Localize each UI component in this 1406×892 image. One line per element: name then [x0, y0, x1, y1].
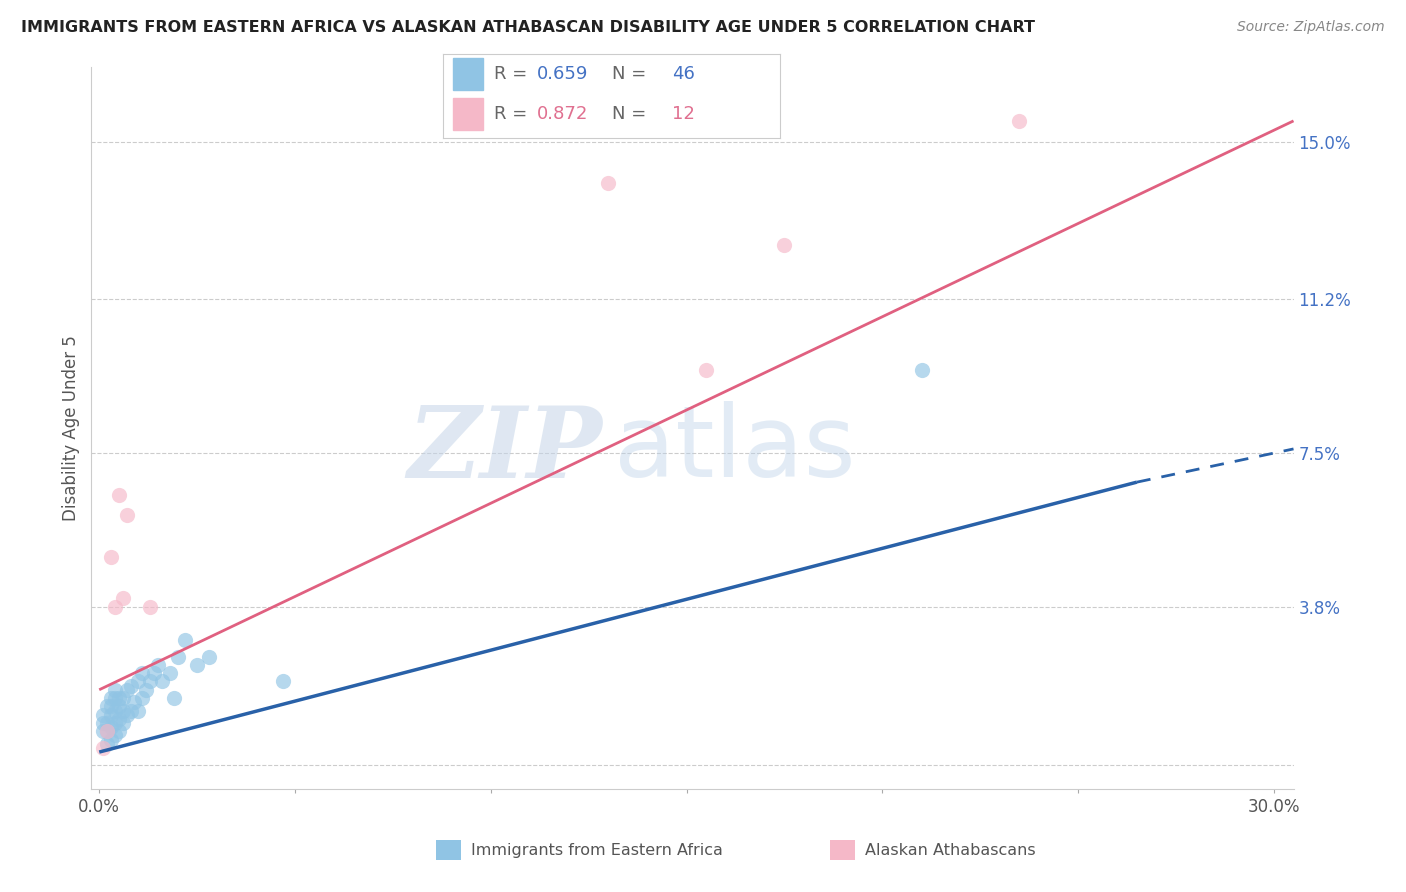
Point [96, 716, 118, 731]
Point [166, 649, 188, 664]
Text: atlas: atlas [614, 401, 856, 499]
Bar [453, 58, 484, 90]
Point [91, 707, 114, 722]
Point [139, 674, 162, 689]
Point [91, 716, 114, 731]
Point [100, 707, 122, 722]
Point [271, 674, 294, 689]
Point [598, 176, 620, 190]
Point [111, 704, 134, 718]
Text: Source: ZipAtlas.com: Source: ZipAtlas.com [1237, 20, 1385, 34]
Point [773, 238, 796, 252]
Point [131, 691, 153, 706]
Point [120, 704, 142, 718]
Point [131, 666, 153, 681]
Point [104, 704, 127, 718]
Point [91, 740, 114, 755]
Point [104, 682, 127, 697]
Point [695, 363, 717, 377]
Text: 12: 12 [672, 104, 695, 123]
Point [104, 691, 127, 706]
Text: N =: N = [612, 104, 651, 123]
Text: 46: 46 [672, 65, 695, 83]
Text: R =: R = [494, 104, 533, 123]
Point [198, 649, 221, 664]
Point [143, 666, 166, 681]
Point [186, 657, 208, 672]
Point [135, 682, 157, 697]
Point [96, 737, 118, 751]
Point [1008, 114, 1031, 128]
Text: ZIP: ZIP [408, 401, 602, 498]
Point [100, 691, 122, 706]
Text: 0.872: 0.872 [537, 104, 589, 123]
Point [100, 732, 122, 747]
Point [100, 720, 122, 734]
Point [127, 704, 149, 718]
Text: N =: N = [612, 65, 651, 83]
Text: Alaskan Athabascans: Alaskan Athabascans [865, 843, 1035, 857]
Point [139, 599, 162, 614]
Bar [453, 97, 484, 130]
Point [124, 695, 146, 709]
Point [100, 549, 122, 564]
Point [162, 691, 184, 706]
Point [91, 724, 114, 739]
Point [174, 632, 197, 647]
Point [146, 657, 169, 672]
Text: IMMIGRANTS FROM EASTERN AFRICA VS ALASKAN ATHABASCAN DISABILITY AGE UNDER 5 CORR: IMMIGRANTS FROM EASTERN AFRICA VS ALASKA… [21, 20, 1035, 35]
Point [107, 691, 129, 706]
Point [96, 724, 118, 739]
Point [107, 487, 129, 501]
Point [111, 591, 134, 606]
Point [910, 363, 932, 377]
Point [111, 716, 134, 731]
Point [115, 682, 138, 697]
Point [150, 674, 173, 689]
Text: Immigrants from Eastern Africa: Immigrants from Eastern Africa [471, 843, 723, 857]
Point [107, 712, 129, 726]
Point [115, 508, 138, 523]
Point [107, 699, 129, 714]
Point [159, 666, 181, 681]
Point [96, 699, 118, 714]
Point [120, 679, 142, 693]
Point [115, 707, 138, 722]
Point [104, 716, 127, 731]
Point [104, 728, 127, 742]
Point [127, 674, 149, 689]
Point [104, 599, 127, 614]
Text: R =: R = [494, 65, 533, 83]
Point [111, 691, 134, 706]
Point [100, 699, 122, 714]
Text: 0.659: 0.659 [537, 65, 589, 83]
Point [96, 724, 118, 739]
Point [107, 724, 129, 739]
Y-axis label: Disability Age Under 5: Disability Age Under 5 [62, 335, 80, 521]
